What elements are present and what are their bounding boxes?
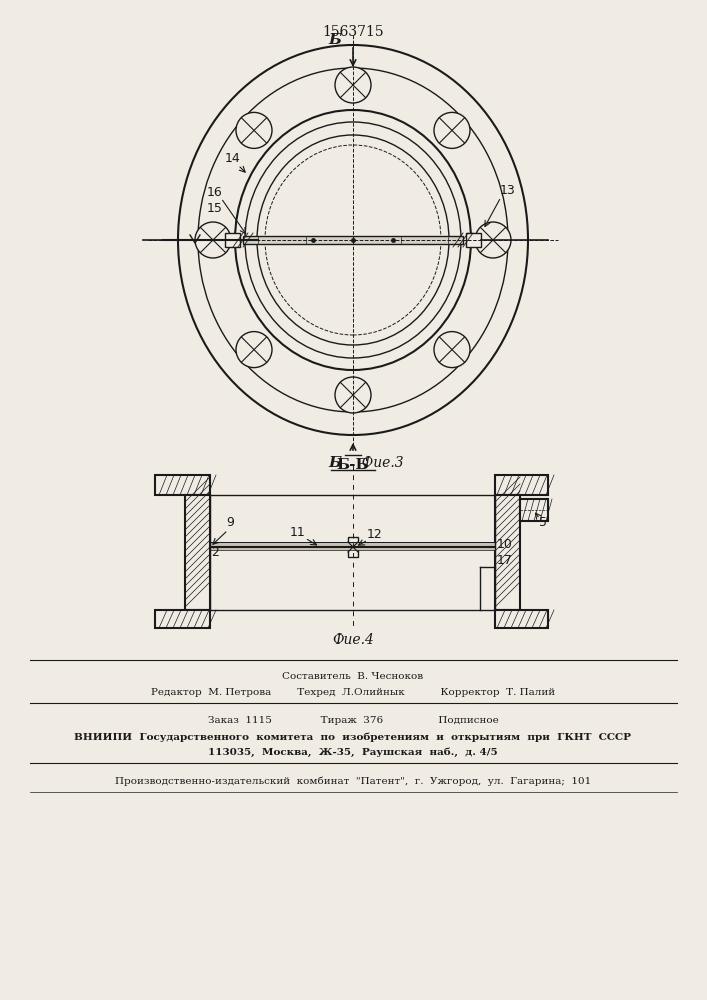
Text: Редактор  М. Петрова        Техред  Л.Олийнык           Корректор  Т. Палий: Редактор М. Петрова Техред Л.Олийнык Кор…: [151, 688, 555, 697]
Ellipse shape: [195, 222, 231, 258]
Bar: [348, 537, 358, 557]
Text: 2: 2: [211, 546, 219, 558]
Bar: [495, 495, 520, 610]
Bar: [185, 495, 210, 610]
Ellipse shape: [434, 112, 470, 148]
Text: 10: 10: [497, 538, 513, 552]
Bar: [243, 236, 463, 244]
Text: Б: Б: [329, 33, 341, 47]
Bar: [210, 542, 495, 550]
Text: Составитель  В. Чесноков: Составитель В. Чесноков: [282, 672, 423, 681]
Text: 15: 15: [207, 202, 223, 215]
Text: 14: 14: [225, 151, 241, 164]
Text: 9: 9: [226, 516, 234, 530]
Text: Производственно-издательский  комбинат  "Патент",  г.  Ужгород,  ул.  Гагарина; : Производственно-издательский комбинат "П…: [115, 776, 591, 786]
Bar: [520, 499, 548, 521]
Bar: [155, 475, 210, 495]
Bar: [155, 610, 210, 628]
Bar: [466, 233, 481, 247]
Ellipse shape: [335, 377, 371, 413]
Text: 5: 5: [539, 516, 547, 528]
Text: Фие.4: Фие.4: [332, 633, 374, 647]
Ellipse shape: [434, 332, 470, 368]
Bar: [225, 233, 240, 247]
Text: Заказ  1115               Тираж  376                 Подписное: Заказ 1115 Тираж 376 Подписное: [208, 716, 498, 725]
Text: Б: Б: [329, 456, 341, 470]
Text: 16: 16: [207, 186, 223, 198]
Text: 1563715: 1563715: [322, 25, 384, 39]
Text: 12: 12: [367, 528, 383, 542]
Ellipse shape: [335, 67, 371, 103]
Text: ВНИИПИ  Государственного  комитета  по  изобретениям  и  открытиям  при  ГКНТ  С: ВНИИПИ Государственного комитета по изоб…: [74, 732, 631, 742]
Ellipse shape: [236, 332, 272, 368]
Ellipse shape: [475, 222, 511, 258]
Text: 13: 13: [500, 184, 516, 196]
Text: 113035,  Москва,  Ж-35,  Раушская  наб.,  д. 4/5: 113035, Москва, Ж-35, Раушская наб., д. …: [208, 747, 498, 757]
Bar: [495, 610, 548, 628]
Text: 17: 17: [497, 554, 513, 566]
Text: Фие.3: Фие.3: [353, 456, 404, 470]
Ellipse shape: [236, 112, 272, 148]
Text: 11: 11: [290, 526, 306, 538]
Text: Б-Б: Б-Б: [337, 458, 369, 472]
Bar: [495, 475, 548, 495]
